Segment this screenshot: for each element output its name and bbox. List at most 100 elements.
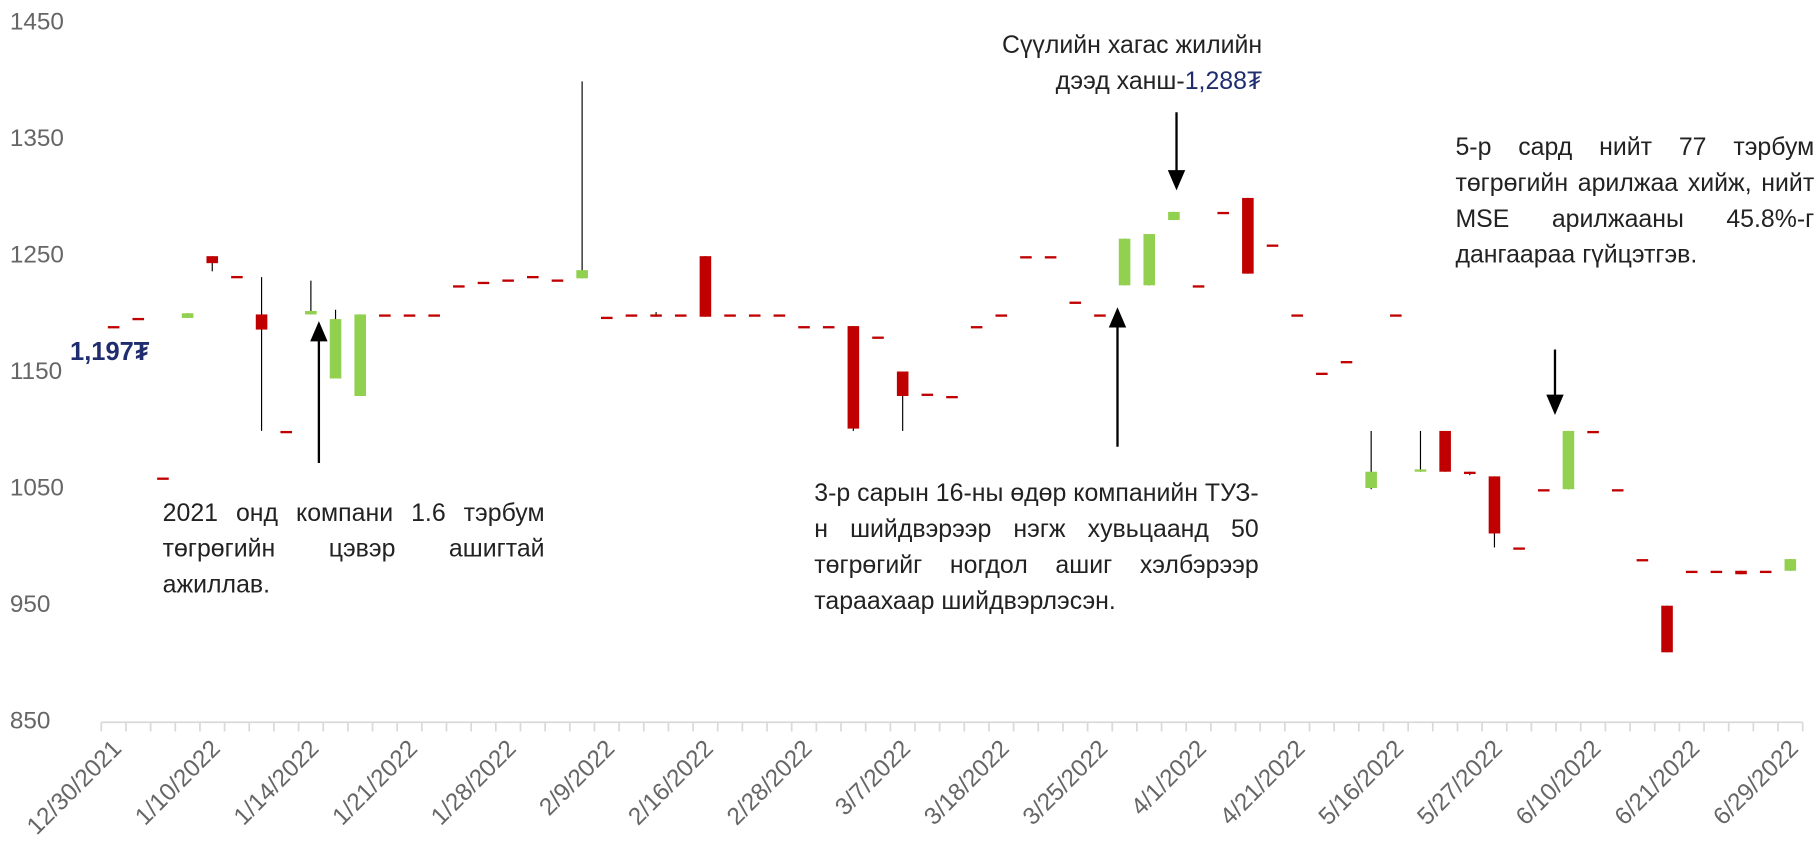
candle-body	[1118, 238, 1131, 286]
candle-body	[1513, 547, 1525, 550]
arrows	[310, 112, 1564, 463]
x-tick-label: 12/30/2021	[22, 735, 127, 840]
candle-body	[403, 314, 416, 317]
candle-body	[280, 430, 293, 434]
candle-body	[847, 326, 860, 429]
candle-body	[181, 313, 194, 318]
candle-body	[428, 314, 440, 317]
candle-body	[699, 256, 712, 317]
candle-body	[1340, 361, 1353, 364]
candle-body	[1217, 211, 1230, 215]
candle-body	[1464, 471, 1476, 475]
candle-body	[1587, 430, 1599, 434]
note-box: 2021 онд компани 1.6 тэрбум төгрөгийн цэ…	[162, 498, 545, 599]
x-tick-label: 1/14/2022	[229, 735, 325, 831]
candle-body	[896, 371, 909, 396]
x-tick-label: 2/9/2022	[534, 735, 620, 821]
candle-body	[600, 316, 613, 320]
note-box: 5-р сард нийт 77 тэрбум төгрөгийн арилжа…	[1455, 133, 1815, 269]
candle-body	[773, 314, 786, 317]
x-tick-label: 5/27/2022	[1412, 735, 1508, 831]
x-tick-label: 1/28/2022	[426, 735, 522, 831]
candle-body	[1488, 476, 1501, 534]
x-tick-label: 4/1/2022	[1126, 735, 1212, 821]
arrow-head	[1546, 394, 1564, 415]
candle-body	[822, 326, 835, 329]
candle-body	[231, 275, 243, 279]
candle-body	[305, 310, 317, 315]
x-tick-label: 2/16/2022	[623, 735, 719, 831]
x-tick-label: 2/28/2022	[722, 735, 818, 831]
candle-body	[921, 393, 934, 396]
note-high: Сүүлийн хагас жилийн дээд ханш-1,288₮	[903, 28, 1262, 100]
candle-body	[527, 275, 539, 279]
candle-body	[1291, 314, 1303, 317]
candle-body	[1266, 244, 1279, 247]
y-tick-label: 1050	[10, 475, 64, 502]
x-tick-label: 6/29/2022	[1708, 735, 1804, 831]
candle-body	[1784, 559, 1797, 571]
candle-body	[1537, 489, 1550, 492]
arrow-head	[1108, 307, 1127, 328]
candle-body	[1735, 570, 1747, 575]
x-tick-label: 6/21/2022	[1610, 735, 1706, 831]
candle-body	[1562, 430, 1575, 490]
candle-body	[1069, 301, 1082, 304]
candle-body	[1094, 314, 1106, 317]
candle-body	[674, 314, 687, 317]
y-tick-label: 950	[10, 591, 51, 618]
candle-body	[354, 314, 366, 396]
candle-body	[1192, 285, 1205, 288]
candle-body	[946, 395, 958, 399]
candle-body	[995, 314, 1008, 317]
note-box: 3-р сарын 16-ны өдөр компанийн ТУЗ-н ший…	[814, 479, 1258, 614]
candle-body	[748, 314, 761, 317]
candle-body	[1365, 471, 1377, 489]
candle-body	[1661, 605, 1673, 653]
candle-body	[1611, 489, 1624, 492]
low-label: 1,197₮	[70, 336, 150, 366]
candle-body	[1316, 372, 1328, 375]
candle-body	[798, 326, 810, 329]
candle-body	[1439, 430, 1451, 472]
candle-body	[872, 336, 884, 339]
candle-body	[502, 279, 514, 282]
candle-body	[1636, 559, 1649, 562]
candle-body	[477, 281, 490, 285]
candle-body	[453, 285, 465, 288]
candle-body	[1710, 570, 1723, 574]
candle-body	[132, 317, 145, 321]
candle-body	[1414, 469, 1427, 472]
arrow-head	[1167, 170, 1186, 191]
note-high-line: Сүүлийн хагас жилийн	[1001, 31, 1263, 60]
note-2021: 2021 онд компани 1.6 тэрбум төгрөгийн цэ…	[162, 498, 545, 599]
y-tick-label: 1350	[10, 125, 64, 152]
candle-body	[650, 314, 662, 317]
x-tick-label: 3/7/2022	[830, 735, 916, 821]
x-tick-label: 3/18/2022	[919, 735, 1015, 831]
x-tick-label: 1/10/2022	[130, 735, 226, 831]
candle-body	[206, 256, 219, 264]
candle-body	[724, 314, 736, 317]
y-tick-label: 850	[10, 708, 51, 735]
x-tick-label: 1/21/2022	[327, 735, 423, 831]
y-tick-label: 1250	[10, 242, 64, 269]
candle-body	[625, 314, 638, 317]
x-tick-label: 6/10/2022	[1511, 735, 1607, 831]
candle-body	[329, 319, 342, 379]
candle-body	[1390, 314, 1402, 317]
candle-body	[551, 279, 564, 282]
note-high-line: дээд ханш-1,288₮	[903, 64, 1263, 100]
low-label-box: 1,197₮	[70, 336, 150, 366]
candle-body	[576, 270, 588, 279]
candle-body	[379, 314, 391, 317]
note-high-value: 1,288₮	[1184, 67, 1263, 95]
candle-body	[107, 326, 120, 329]
candle-body	[157, 477, 169, 480]
note-high-text: дээд ханш-	[1055, 67, 1185, 95]
note-may: 5-р сард нийт 77 тэрбум төгрөгийн арилжа…	[1455, 133, 1815, 269]
candle-body	[1143, 234, 1156, 286]
candle-body	[1685, 570, 1698, 574]
note-box: Сүүлийн хагас жилийн дээд ханш-1,288₮	[903, 28, 1262, 100]
